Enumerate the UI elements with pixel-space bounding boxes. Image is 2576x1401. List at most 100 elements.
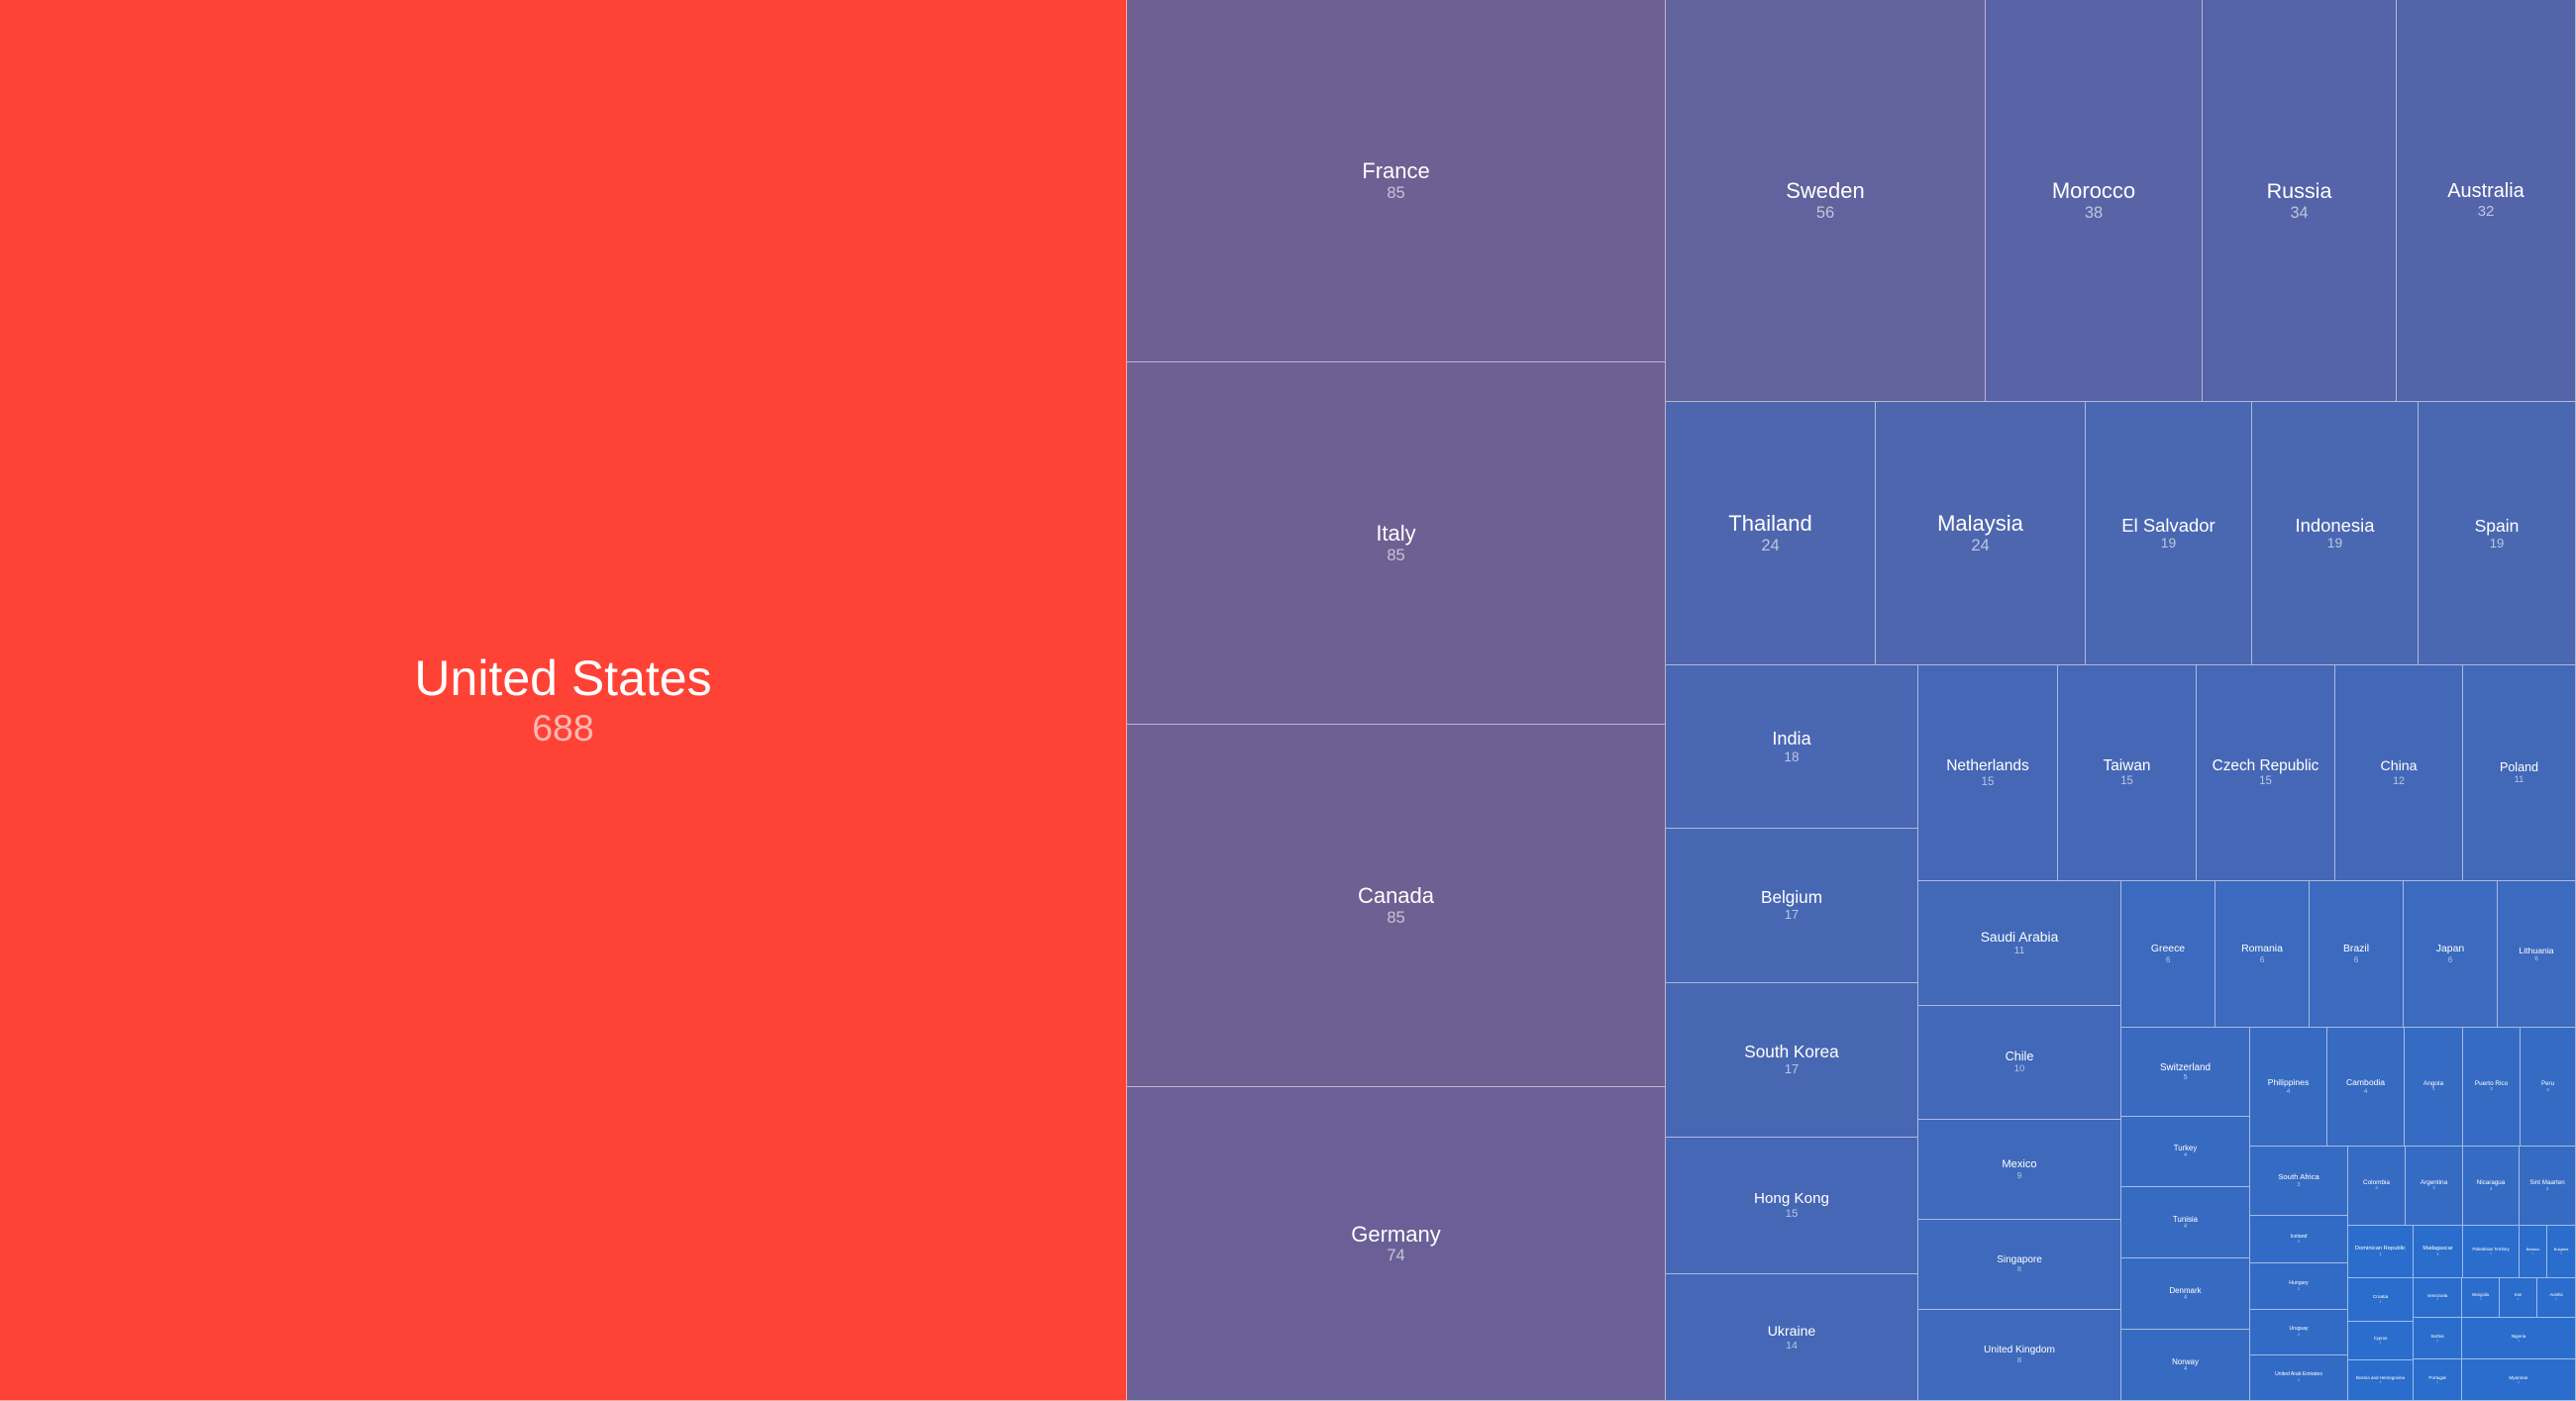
tile-tunisia[interactable]: Tunisia 4 xyxy=(2121,1187,2250,1258)
tile-dominican-republic[interactable]: Dominican Republic 1 xyxy=(2348,1226,2414,1278)
tile-brazil[interactable]: Brazil 6 xyxy=(2310,881,2404,1028)
tile-bosnia-and-herzegovina[interactable]: Bosnia and Herzegovina 1 xyxy=(2348,1360,2414,1401)
tile-russia[interactable]: Russia 34 xyxy=(2203,0,2397,402)
tile-iran[interactable]: Iran 1 xyxy=(2500,1278,2537,1318)
tile-value: 1 xyxy=(2379,1251,2382,1256)
tile-netherlands[interactable]: Netherlands 15 xyxy=(1918,665,2058,881)
tile-south-korea[interactable]: South Korea 17 xyxy=(1666,983,1918,1138)
tile-belgium[interactable]: Belgium 17 xyxy=(1666,829,1918,983)
tile-madagascar[interactable]: Madagascar 1 xyxy=(2414,1226,2463,1278)
tile-greece[interactable]: Greece 6 xyxy=(2121,881,2215,1028)
tile-label: Madagascar xyxy=(2422,1246,2453,1252)
tile-uruguay[interactable]: Uruguay 2 xyxy=(2250,1310,2348,1355)
tile-value: 1 xyxy=(2436,1297,2438,1302)
tile-united-states[interactable]: United States 688 xyxy=(0,0,1127,1401)
tile-switzerland[interactable]: Switzerland 5 xyxy=(2121,1028,2250,1117)
tile-romania[interactable]: Romania 6 xyxy=(2215,881,2310,1028)
tile-portugal[interactable]: Portugal 1 xyxy=(2414,1359,2462,1401)
tile-value: 56 xyxy=(1815,203,1835,222)
tile-value: 4 xyxy=(2286,1087,2291,1095)
tile-palestinian-territory[interactable]: Palestinian Territory 1 xyxy=(2463,1226,2520,1278)
tile-value: 4 xyxy=(2183,1365,2188,1372)
tile-norway[interactable]: Norway 4 xyxy=(2121,1330,2250,1401)
tile-label: South Africa xyxy=(2278,1171,2319,1181)
tile-bulgaria[interactable]: Bulgaria 1 xyxy=(2547,1226,2576,1278)
tile-philippines[interactable]: Philippines 4 xyxy=(2250,1028,2327,1147)
tile-nicaragua[interactable]: Nicaragua 3 xyxy=(2463,1147,2520,1226)
tile-belarus[interactable]: Belarus 1 xyxy=(2520,1226,2547,1278)
tile-argentina[interactable]: Argentina 3 xyxy=(2406,1147,2463,1226)
tile-value: 1 xyxy=(2379,1340,2382,1345)
tile-label: Chile xyxy=(2005,1050,2034,1064)
tile-germany[interactable]: Germany 74 xyxy=(1127,1087,1666,1401)
tile-spain[interactable]: Spain 19 xyxy=(2419,402,2576,665)
tile-taiwan[interactable]: Taiwan 15 xyxy=(2058,665,2197,881)
tile-puerto-rico[interactable]: Puerto Rico 3 xyxy=(2463,1028,2521,1147)
tile-sweden[interactable]: Sweden 56 xyxy=(1666,0,1986,402)
tile-indonesia[interactable]: Indonesia 19 xyxy=(2252,402,2419,665)
tile-serbia[interactable]: Serbia 1 xyxy=(2414,1318,2462,1359)
tile-label: United Arab Emirates xyxy=(2275,1371,2322,1378)
tile-lithuania[interactable]: Lithuania 6 xyxy=(2498,881,2576,1028)
tile-value: 1 xyxy=(2436,1339,2438,1344)
tile-label: Mexico xyxy=(2002,1157,2037,1170)
tile-ukraine[interactable]: Ukraine 14 xyxy=(1666,1274,1918,1401)
tile-nigeria[interactable]: Nigeria 1 xyxy=(2462,1318,2576,1359)
tile-value: 15 xyxy=(2259,774,2272,787)
tile-saudi-arabia[interactable]: Saudi Arabia 11 xyxy=(1918,881,2121,1006)
tile-mongolia[interactable]: Mongolia 1 xyxy=(2462,1278,2500,1318)
tile-turkey[interactable]: Turkey 4 xyxy=(2121,1117,2250,1187)
tile-morocco[interactable]: Morocco 38 xyxy=(1986,0,2203,402)
tile-italy[interactable]: Italy 85 xyxy=(1127,362,1666,725)
tile-chile[interactable]: Chile 10 xyxy=(1918,1006,2121,1120)
tile-label: France xyxy=(1362,158,1430,184)
tile-denmark[interactable]: Denmark 4 xyxy=(2121,1258,2250,1330)
tile-label: Germany xyxy=(1351,1221,1441,1247)
tile-australia[interactable]: Australia 32 xyxy=(2397,0,2576,402)
tile-value: 32 xyxy=(2477,203,2495,221)
tile-value: 5 xyxy=(2183,1071,2188,1081)
tile-label: Iran xyxy=(2514,1292,2523,1298)
tile-croatia[interactable]: Croatia 1 xyxy=(2348,1278,2414,1322)
tile-china[interactable]: China 12 xyxy=(2335,665,2463,881)
tile-hong-kong[interactable]: Hong Kong 15 xyxy=(1666,1138,1918,1274)
tile-austria[interactable]: Austria 1 xyxy=(2537,1278,2576,1318)
tile-peru[interactable]: Peru 3 xyxy=(2521,1028,2576,1147)
tile-value: 1 xyxy=(2490,1251,2492,1255)
tile-iceland[interactable]: Iceland 2 xyxy=(2250,1216,2348,1263)
tile-value: 1 xyxy=(2436,1251,2439,1256)
tile-el-salvador[interactable]: El Salvador 19 xyxy=(2086,402,2252,665)
tile-cyprus[interactable]: Cyprus 1 xyxy=(2348,1322,2414,1360)
tile-label: Tunisia xyxy=(2172,1214,2199,1224)
tile-value: 11 xyxy=(2514,773,2524,785)
tile-value: 9 xyxy=(2016,1169,2022,1180)
tile-south-africa[interactable]: South Africa 3 xyxy=(2250,1147,2348,1216)
tile-colombia[interactable]: Colombia 3 xyxy=(2348,1147,2406,1226)
tile-value: 3 xyxy=(2431,1087,2435,1093)
tile-label: Hong Kong xyxy=(1754,1190,1829,1208)
tile-france[interactable]: France 85 xyxy=(1127,0,1666,362)
tile-united-kingdom[interactable]: United Kingdom 8 xyxy=(1918,1310,2121,1401)
tile-label: United States xyxy=(414,650,712,706)
tile-malaysia[interactable]: Malaysia 24 xyxy=(1876,402,2086,665)
tile-angola[interactable]: Angola 3 xyxy=(2405,1028,2463,1147)
tile-cambodia[interactable]: Cambodia 4 xyxy=(2327,1028,2405,1147)
tile-value: 1 xyxy=(2560,1251,2562,1255)
tile-singapore[interactable]: Singapore 8 xyxy=(1918,1220,2121,1310)
tile-united-arab-emirates[interactable]: United Arab Emirates 2 xyxy=(2250,1355,2348,1401)
tile-value: 24 xyxy=(1971,536,1990,554)
tile-japan[interactable]: Japan 6 xyxy=(2404,881,2498,1028)
tile-mexico[interactable]: Mexico 9 xyxy=(1918,1120,2121,1220)
tile-canada[interactable]: Canada 85 xyxy=(1127,725,1666,1087)
tile-hungary[interactable]: Hungary 2 xyxy=(2250,1263,2348,1310)
tile-poland[interactable]: Poland 11 xyxy=(2463,665,2576,881)
tile-label: Norway xyxy=(2172,1356,2199,1366)
tile-sint-maarten[interactable]: Sint Maarten 3 xyxy=(2520,1147,2576,1226)
tile-india[interactable]: India 18 xyxy=(1666,665,1918,829)
tile-czech-republic[interactable]: Czech Republic 15 xyxy=(2197,665,2335,881)
tile-thailand[interactable]: Thailand 24 xyxy=(1666,402,1876,665)
tile-label: Belarus xyxy=(2525,1246,2540,1251)
tile-myanmar[interactable]: Myanmar 1 xyxy=(2462,1359,2576,1401)
tile-venezuela[interactable]: Venezuela 1 xyxy=(2414,1278,2462,1318)
tile-value: 2 xyxy=(2297,1333,2301,1338)
